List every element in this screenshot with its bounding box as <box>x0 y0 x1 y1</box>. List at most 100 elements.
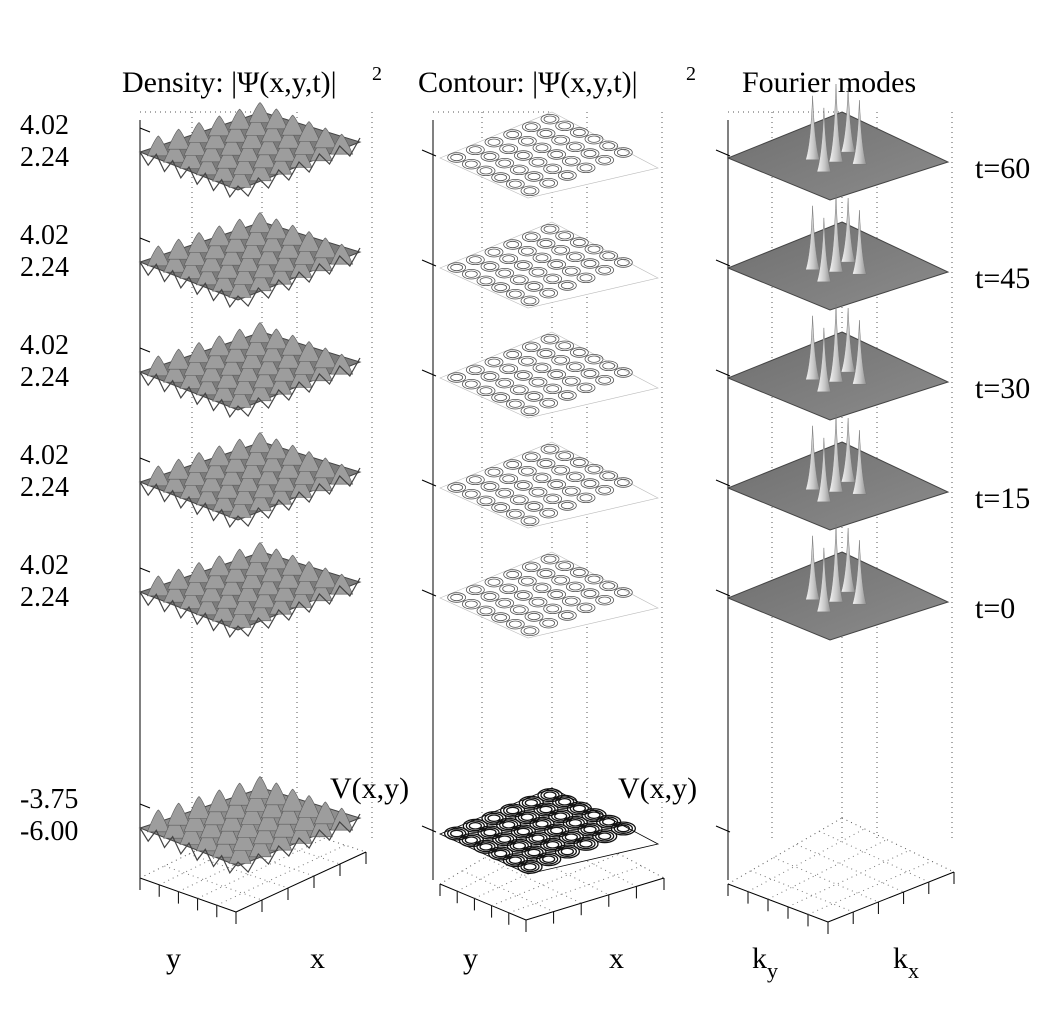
contour-ring <box>480 151 500 162</box>
contour-ring <box>506 350 520 359</box>
contour-ring <box>447 262 467 273</box>
contour-plane <box>439 441 659 529</box>
contour-ring <box>564 833 578 842</box>
contour-ring <box>491 392 511 403</box>
contour-ring <box>564 487 578 495</box>
fourier-peak <box>852 540 867 605</box>
contour-ring <box>539 397 559 409</box>
surface-peak <box>264 328 288 350</box>
contour-ring <box>476 275 496 287</box>
surface-peak <box>146 135 170 157</box>
contour-ring <box>613 367 633 378</box>
contour-ring <box>479 607 493 615</box>
fourier-peak <box>828 523 844 603</box>
contour-ring <box>579 494 593 502</box>
contour-ring <box>513 590 533 601</box>
contour-ring <box>558 232 572 240</box>
contour-ring <box>523 297 537 305</box>
contour-ring <box>595 374 615 386</box>
contour-ring <box>517 135 537 147</box>
contour-ring <box>536 804 556 815</box>
contour-ring <box>502 145 516 153</box>
contour-ring <box>516 481 530 490</box>
contour-ring <box>479 277 493 285</box>
surface-peak <box>330 133 354 155</box>
contour-ring <box>543 163 563 175</box>
contour-ring <box>521 231 541 243</box>
contour-ring <box>502 820 516 829</box>
time-label-t30: t=30 <box>975 372 1030 405</box>
contour-ring <box>560 611 574 620</box>
contour-ring <box>580 588 600 599</box>
contour-ring <box>554 136 568 144</box>
surface-rim <box>139 137 361 198</box>
contour-ring <box>599 140 619 152</box>
surface-peak <box>207 555 231 577</box>
contour-ring <box>527 848 541 857</box>
fourier-peak <box>840 528 856 593</box>
contour-ring <box>512 386 526 394</box>
contour-ring <box>468 476 482 484</box>
density-tick-high: 4.02 <box>20 110 69 141</box>
ky-base: k <box>752 942 767 975</box>
contour-ring <box>509 384 529 396</box>
surface-peak <box>330 353 354 375</box>
contour-ring <box>487 578 501 586</box>
contour-ring <box>569 347 589 358</box>
contour-plane <box>439 221 659 309</box>
contour-ring <box>447 828 467 839</box>
contour-ring <box>480 261 500 272</box>
contour-ring <box>495 157 515 169</box>
contour-ring <box>495 833 515 845</box>
contour-ring <box>527 502 541 511</box>
contour-ring <box>484 136 504 148</box>
contour-ring <box>580 478 600 489</box>
contour-ring <box>484 812 504 824</box>
contour-ring <box>461 158 481 170</box>
contour-ring <box>484 466 504 478</box>
contour-ring <box>613 147 633 158</box>
surface-peak <box>248 102 272 123</box>
contour-ring <box>550 590 564 599</box>
contour-ring <box>512 496 526 504</box>
contour-ring <box>520 515 540 527</box>
contour-ring <box>565 361 585 373</box>
fourier-peak <box>805 95 820 161</box>
contour-ring <box>572 348 586 357</box>
contour-ring <box>521 797 541 809</box>
fourier-peak <box>805 425 820 491</box>
potential-tick-low: -6.00 <box>20 816 78 847</box>
contour-ring <box>547 589 567 600</box>
contour-ring <box>535 819 549 828</box>
contour-ring <box>516 591 530 600</box>
surface-peak <box>228 782 252 806</box>
surface-peak <box>264 548 288 570</box>
grid-line <box>727 817 843 885</box>
contour-ring <box>520 357 534 365</box>
contour-ring <box>543 445 557 453</box>
contour-ring <box>558 797 572 806</box>
density-title-power: 2 <box>372 63 382 85</box>
contour-ring <box>561 485 581 497</box>
contour-ring <box>524 453 538 461</box>
density-tick-high: 4.02 <box>20 550 69 581</box>
contour-ring <box>531 268 545 276</box>
surface-peak <box>281 444 305 466</box>
contour-ring <box>505 288 525 300</box>
contour-ring <box>520 295 540 307</box>
contour-ring <box>499 253 519 265</box>
contour-ring <box>540 113 560 125</box>
contour-ring <box>528 832 548 844</box>
contour-ring <box>568 363 582 371</box>
fourier-peak <box>816 107 832 173</box>
z-tick <box>421 825 437 833</box>
contour-ring <box>595 830 615 842</box>
contour-ring <box>551 354 571 366</box>
surface-rim <box>139 357 361 418</box>
contour-ring <box>523 407 537 415</box>
fourier-peak <box>816 437 832 503</box>
time-label-t0: t=0 <box>975 592 1015 625</box>
contour-ring <box>532 142 552 154</box>
contour-ring <box>613 257 633 268</box>
contour-ring <box>587 245 601 253</box>
